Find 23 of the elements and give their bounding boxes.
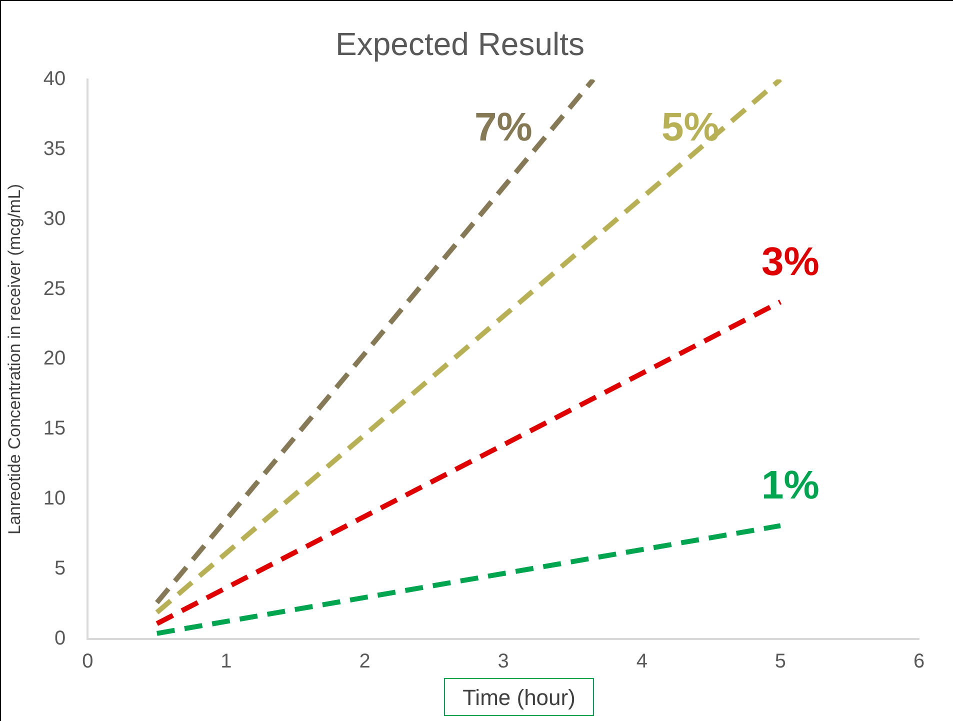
series-label: 3%: [762, 240, 820, 284]
y-tick-label: 35: [43, 138, 66, 160]
y-tick-label: 5: [54, 558, 66, 580]
chart-title: Expected Results: [335, 26, 585, 62]
y-tick-label: 25: [43, 278, 66, 300]
y-tick-label: 10: [43, 488, 66, 510]
y-axis-title: Lanreotide Concentration in receiver (mcg/mL): [4, 184, 24, 534]
series-label: 7%: [474, 105, 532, 150]
x-tick-label: 6: [913, 650, 925, 673]
y-tick-label: 30: [43, 208, 66, 230]
series-label: 1%: [762, 464, 820, 508]
x-tick-label: 1: [220, 650, 232, 673]
y-tick-label: 0: [54, 628, 66, 650]
x-tick-label: 3: [498, 650, 509, 673]
x-axis-title: Time (hour): [444, 678, 594, 716]
y-tick-label: 20: [43, 348, 66, 370]
x-tick-label: 5: [774, 650, 786, 673]
x-tick-label: 0: [82, 650, 94, 673]
x-tick-label: 4: [636, 650, 648, 673]
x-tick-label: 2: [359, 650, 370, 673]
y-tick-label: 15: [43, 418, 66, 440]
series-label: 5%: [662, 105, 720, 150]
y-tick-label: 40: [43, 68, 66, 90]
